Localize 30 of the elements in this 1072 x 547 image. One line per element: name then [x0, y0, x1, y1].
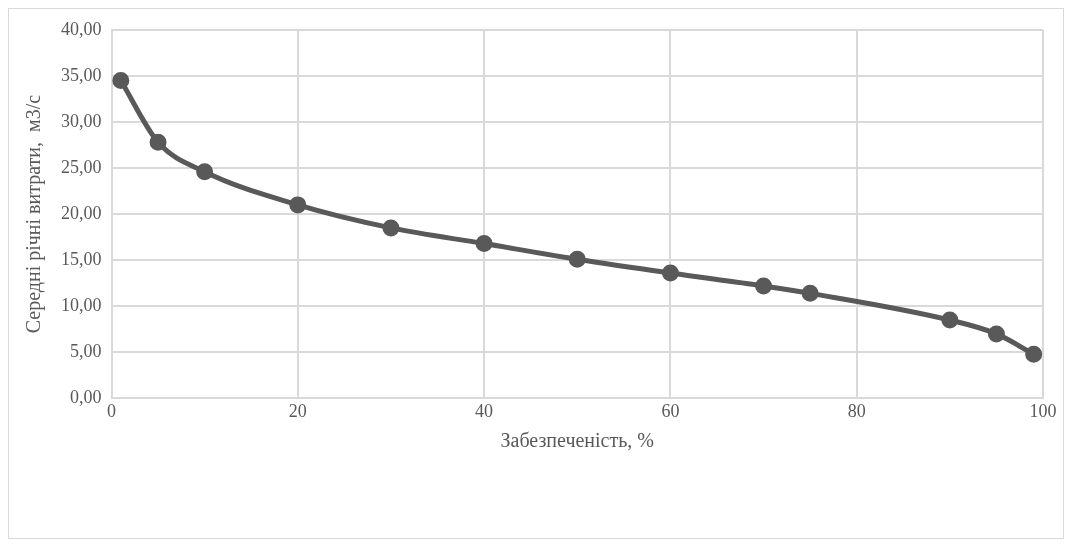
point	[987, 325, 1005, 343]
y-tick-label: 5,00	[70, 341, 102, 362]
y-axis-title: Середні річні витрати, м3/с	[22, 94, 46, 334]
x-tick-label: 20	[288, 400, 307, 421]
x-tick-label: 80	[847, 400, 866, 421]
x-tick-label: 60	[661, 400, 680, 421]
point	[801, 284, 819, 302]
y-tick-label: 10,00	[61, 294, 102, 315]
y-tick-label: 20,00	[61, 202, 102, 223]
y-tick-label: 40,00	[61, 18, 102, 39]
x-axis-title: Забезпеченість, %	[500, 429, 655, 452]
point	[112, 71, 130, 89]
point	[755, 277, 773, 295]
y-tick-label: 35,00	[61, 64, 102, 85]
y-tick-label: 25,00	[61, 156, 102, 177]
point	[475, 235, 493, 253]
y-tick-label: 15,00	[61, 248, 102, 269]
x-tick-label: 0	[107, 400, 116, 421]
point	[149, 133, 167, 151]
point	[568, 250, 586, 268]
point	[289, 196, 307, 214]
point	[941, 311, 959, 329]
point	[196, 163, 214, 181]
y-tick-label: 0,00	[70, 387, 102, 408]
x-tick-label: 40	[475, 400, 494, 421]
point	[661, 264, 679, 282]
y-tick-label: 30,00	[61, 110, 102, 131]
x-tick-label: 100	[1029, 400, 1057, 421]
point	[1025, 345, 1043, 363]
point	[382, 219, 400, 237]
